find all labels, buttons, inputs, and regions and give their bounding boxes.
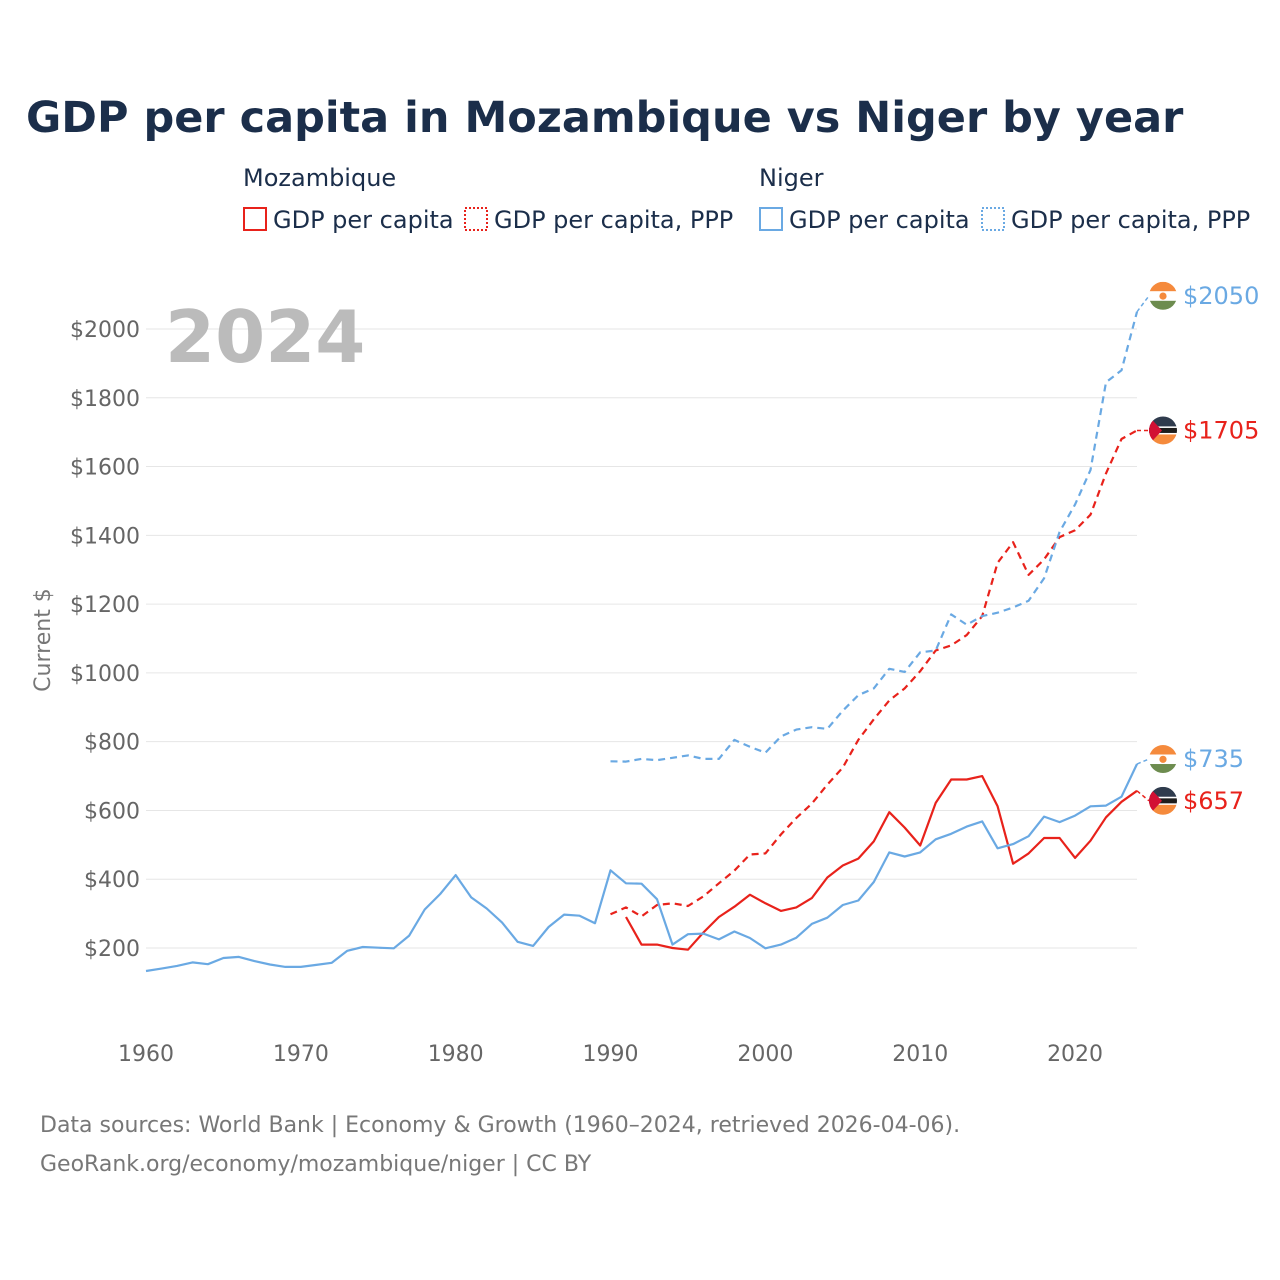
legend-label-moz-gdp: GDP per capita — [273, 206, 454, 234]
series-line-mozambique-gdp-per-capita — [625, 774, 1138, 951]
y-axis-ticks: $200 $400 $600 $800 $1000 $1200 $1400 $1600 $180… — [70, 318, 140, 962]
chart-title: GDP per capita in Mozambique vs Niger by… — [26, 93, 1184, 143]
end-value-label: $735 — [1183, 745, 1244, 773]
end-value-label: $2050 — [1183, 282, 1259, 310]
y-axis-label: Current $ — [31, 588, 56, 692]
end-connector — [1136, 295, 1150, 313]
y-tick-label: $1600 — [70, 456, 140, 481]
end-connector — [1136, 758, 1150, 765]
year-label: 2024 — [165, 295, 365, 379]
legend-swatch-niger-ppp — [981, 207, 1005, 231]
x-tick-label: 1990 — [583, 1042, 639, 1067]
y-tick-label: $600 — [84, 799, 140, 824]
y-tick-label: $1200 — [70, 593, 140, 618]
x-tick-label: 1960 — [118, 1042, 174, 1067]
legend-group-mozambique: Mozambique — [243, 164, 396, 192]
end-markers: $657 $1705 $735 $2050 — [1136, 281, 1259, 815]
x-tick-label: 2000 — [737, 1042, 793, 1067]
y-tick-label: $800 — [84, 731, 140, 756]
legend-swatch-niger-gdp — [759, 207, 783, 231]
series-line-niger-gdp-per-capita — [145, 763, 1138, 973]
end-connector — [1136, 790, 1150, 802]
y-tick-label: $1800 — [70, 387, 140, 412]
legend-swatch-moz-gdp — [243, 207, 267, 231]
y-tick-label: $200 — [84, 937, 140, 962]
niger-flag-icon — [1149, 745, 1177, 774]
y-tick-label: $1000 — [70, 662, 140, 687]
y-tick-label: $400 — [84, 868, 140, 893]
legend-label-niger-ppp: GDP per capita, PPP — [1011, 206, 1250, 234]
grid — [146, 328, 1137, 949]
series-line-mozambique-gdp-per-capita-ppp — [610, 429, 1138, 918]
x-tick-label: 2010 — [892, 1042, 948, 1067]
legend-swatch-moz-ppp — [464, 207, 488, 231]
niger-flag-icon — [1149, 281, 1177, 310]
y-tick-label: $1400 — [70, 524, 140, 549]
series-lines — [145, 311, 1139, 973]
legend: Mozambique GDP per capita GDP per capita… — [243, 164, 1250, 234]
x-tick-label: 1970 — [273, 1042, 329, 1067]
source-line-1: Data sources: World Bank | Economy & Gro… — [40, 1113, 960, 1138]
x-tick-label: 1980 — [428, 1042, 484, 1067]
mozambique-flag-icon — [1149, 416, 1177, 445]
legend-label-niger-gdp: GDP per capita — [789, 206, 970, 234]
mozambique-flag-icon — [1149, 786, 1177, 815]
series-line-niger-gdp-per-capita-ppp — [610, 311, 1139, 763]
x-tick-label: 2020 — [1047, 1042, 1103, 1067]
source-line-2: GeoRank.org/economy/mozambique/niger | C… — [40, 1152, 592, 1177]
end-value-label: $1705 — [1183, 416, 1259, 444]
y-tick-label: $2000 — [70, 318, 140, 343]
legend-group-niger: Niger — [759, 164, 824, 192]
legend-label-moz-ppp: GDP per capita, PPP — [494, 206, 733, 234]
end-value-label: $657 — [1183, 787, 1244, 815]
x-axis-ticks: 1960 1970 1980 1990 2000 2010 2020 — [118, 1042, 1103, 1067]
